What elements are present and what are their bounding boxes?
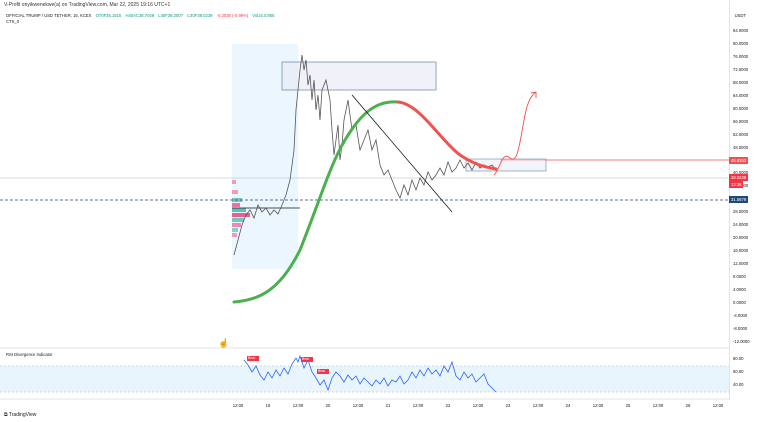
time-axis-label: 12:00 <box>472 403 484 408</box>
price-axis-label: 48.0000 <box>733 144 749 150</box>
ohlc-change: -0.2038 (-0.99%) <box>216 13 249 18</box>
time-axis-label: 12:00 <box>232 403 244 408</box>
price-axis-label: 68.0000 <box>733 79 749 85</box>
brand-text: TradingView <box>8 412 37 418</box>
rsi-label-40: 40.00 <box>733 382 744 387</box>
time-axis-label: 12:00 <box>352 403 364 408</box>
price-axis-label: 80.0000 <box>733 40 749 46</box>
price-axis-label: 24.0000 <box>733 222 749 228</box>
time-axis-label: 12:00 <box>292 403 304 408</box>
price-series <box>233 54 497 256</box>
time-axis-label: 12:00 <box>412 403 424 408</box>
ohlc-high: H40AC38.7048 <box>125 13 155 18</box>
time-axis-label: 25 <box>625 403 631 408</box>
downtrend-line <box>351 94 453 213</box>
price-axis-label: 72.0000 <box>733 66 749 72</box>
price-axis-label: 20.0000 <box>733 235 749 241</box>
volume-value: Vol15.0.855 <box>252 13 275 18</box>
time-axis-label: 23 <box>505 403 511 408</box>
projection-arrowhead <box>530 91 537 98</box>
price-axis-label: 16.0000 <box>733 248 749 254</box>
currency-label[interactable]: USDT <box>734 13 746 18</box>
price-axis-label: 64.0000 <box>733 92 749 98</box>
price-axis-label: 28.0000 <box>733 209 749 215</box>
price-axis-label: 12.0000 <box>733 261 749 267</box>
time-axis-label: 12:00 <box>652 403 664 408</box>
snapshot-caption: V-Profit onyikwenekwe(a) on TradingView.… <box>4 2 171 8</box>
price-axis-label: 60.0000 <box>733 105 749 111</box>
rsi-bear-marker-1 <box>247 356 259 361</box>
symbol-header: OFFICIAL TRUMP / USD TETHER, 15, KCEX O7… <box>6 13 277 18</box>
time-axis-label: 22 <box>445 403 451 408</box>
rsi-bear-label-2: Bear <box>302 357 310 361</box>
indicator-label[interactable]: CTS_0 <box>6 19 20 24</box>
price-axis-label: 0.0000 <box>733 299 746 305</box>
time-axis-label: 12:00 <box>532 403 544 408</box>
price-axis-label: 76.0000 <box>733 53 749 59</box>
price-tag-current: 38.0239 <box>729 174 749 181</box>
price-tag-countdown: 13:38 <box>729 181 744 188</box>
tradingview-logo[interactable]: ⧉ TradingView <box>4 412 37 418</box>
green-arc <box>232 100 400 304</box>
rsi-indicator-title[interactable]: RSI Divergence Indicator <box>6 352 53 357</box>
red-arc <box>396 100 498 171</box>
price-axis-label: -12.0000 <box>733 338 750 344</box>
symbol-name[interactable]: OFFICIAL TRUMP / USD TETHER, 15, KCEX <box>6 13 92 18</box>
time-axis-label: 24 <box>565 403 571 408</box>
price-axis-label: -4.0000 <box>733 312 748 318</box>
time-axis-label: 20 <box>325 403 331 408</box>
time-axis-label: 26 <box>685 403 691 408</box>
rsi-bear-label-3: Bear <box>318 369 326 373</box>
price-axis-label: 56.0000 <box>733 118 749 124</box>
hand-cursor-icon: ☝ <box>218 338 230 348</box>
price-tag-resistance: 45.8253 <box>729 157 749 164</box>
rsi-bear-label-1: Bear <box>248 356 256 360</box>
rsi-label-80: 80.00 <box>733 356 744 361</box>
time-axis-label: 12:00 <box>712 403 724 408</box>
price-axis-label: 84.0000 <box>733 28 749 33</box>
time-axis-label: 21 <box>385 403 391 408</box>
time-axis-label: 12:00 <box>592 403 604 408</box>
projection-path <box>493 91 537 176</box>
rsi-bear-marker-2 <box>301 357 313 362</box>
price-axis-label: 4.0000 <box>733 287 746 292</box>
rsi-line <box>243 354 497 393</box>
price-tag-support: 31.5679 <box>729 196 749 203</box>
time-axis-label: 19 <box>265 403 271 408</box>
price-axis-label: 40.0000 <box>733 170 749 176</box>
ohlc-open: O70F35.1515 <box>95 13 122 18</box>
price-axis-label: -8.0000 <box>733 325 748 331</box>
ohlc-close: C40F38.0239 <box>187 13 213 18</box>
rsi-bear-marker-3 <box>317 369 329 374</box>
rsi-label-60: 60.00 <box>733 369 744 374</box>
price-axis-label: 52.0000 <box>733 131 749 137</box>
price-axis-label: 8.0000 <box>733 274 746 280</box>
ohlc-low: L40F38.2007 <box>158 13 183 18</box>
